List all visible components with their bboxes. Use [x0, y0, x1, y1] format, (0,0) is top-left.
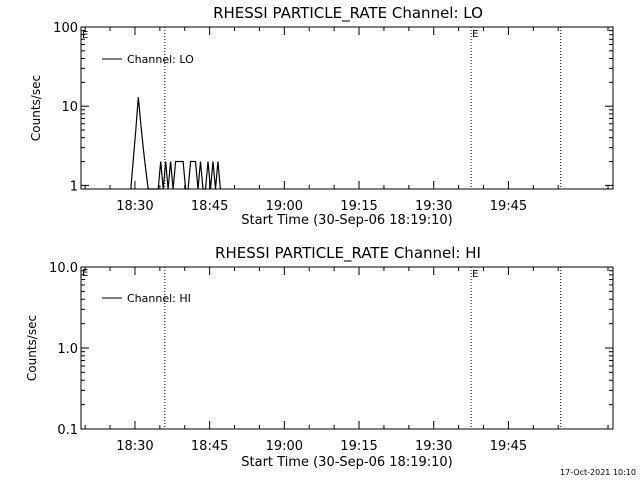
x-tick-label: 19:30: [415, 199, 452, 214]
y-tick-label: 1: [70, 179, 78, 194]
x-tick-label: 18:45: [191, 199, 228, 214]
corner-label-hi: E: [82, 268, 88, 279]
y-tick-label: 0.1: [57, 423, 78, 438]
y-ticks-hi: 10.0 1.0 0.1: [49, 261, 613, 438]
x-tick-label: 18:45: [191, 439, 228, 454]
footer-date: 17-Oct-2021 10:10: [560, 468, 636, 477]
x-axis-label-hi: Start Time (30-Sep-06 18:19:10): [241, 455, 452, 470]
y-tick-label: 1.0: [57, 342, 78, 357]
x-tick-label: 19:45: [490, 199, 527, 214]
y-ticks-lo: 100 10 1: [53, 21, 613, 194]
x-tick-label: 18:30: [116, 439, 153, 454]
chart-title-lo: RHESSI PARTICLE_RATE Channel: LO: [213, 4, 483, 23]
series-lo: [130, 97, 221, 190]
chart-title-hi: RHESSI PARTICLE_RATE Channel: HI: [215, 244, 481, 263]
event-marker-label: E: [472, 29, 478, 40]
x-tick-label: 19:00: [266, 199, 303, 214]
y-tick-label: 10: [61, 100, 78, 115]
x-ticks-lo: 18:30 18:45 19:00 19:15 19:30 19:45: [84, 27, 609, 214]
x-tick-label: 19:30: [415, 439, 452, 454]
x-tick-label: 19:15: [340, 439, 377, 454]
event-markers-hi: E: [164, 267, 562, 429]
legend-label-hi: Channel: HI: [127, 292, 191, 305]
x-ticks-hi: 18:30 18:45 19:00 19:15 19:30 19:45: [84, 267, 609, 454]
legend-label-lo: Channel: LO: [127, 53, 194, 66]
y-tick-label: 100: [53, 21, 78, 36]
y-axis-label-hi: Counts/sec: [25, 315, 39, 381]
corner-label-lo: E: [82, 30, 88, 41]
x-tick-label: 19:45: [490, 439, 527, 454]
x-axis-label-lo: Start Time (30-Sep-06 18:19:10): [241, 213, 452, 228]
event-marker-label: E: [472, 269, 478, 280]
series-line-lo: [130, 97, 221, 190]
panel-hi: RHESSI PARTICLE_RATE Channel: HI Counts/…: [25, 244, 614, 470]
y-tick-label: 10.0: [49, 261, 78, 276]
event-markers-lo: E: [164, 27, 562, 189]
x-tick-label: 19:15: [340, 199, 377, 214]
x-tick-label: 19:00: [266, 439, 303, 454]
x-tick-label: 18:30: [116, 199, 153, 214]
panel-lo: RHESSI PARTICLE_RATE Channel: LO Counts/…: [29, 4, 614, 228]
y-axis-label-lo: Counts/sec: [29, 75, 43, 141]
plot-frame-lo: [80, 26, 614, 190]
